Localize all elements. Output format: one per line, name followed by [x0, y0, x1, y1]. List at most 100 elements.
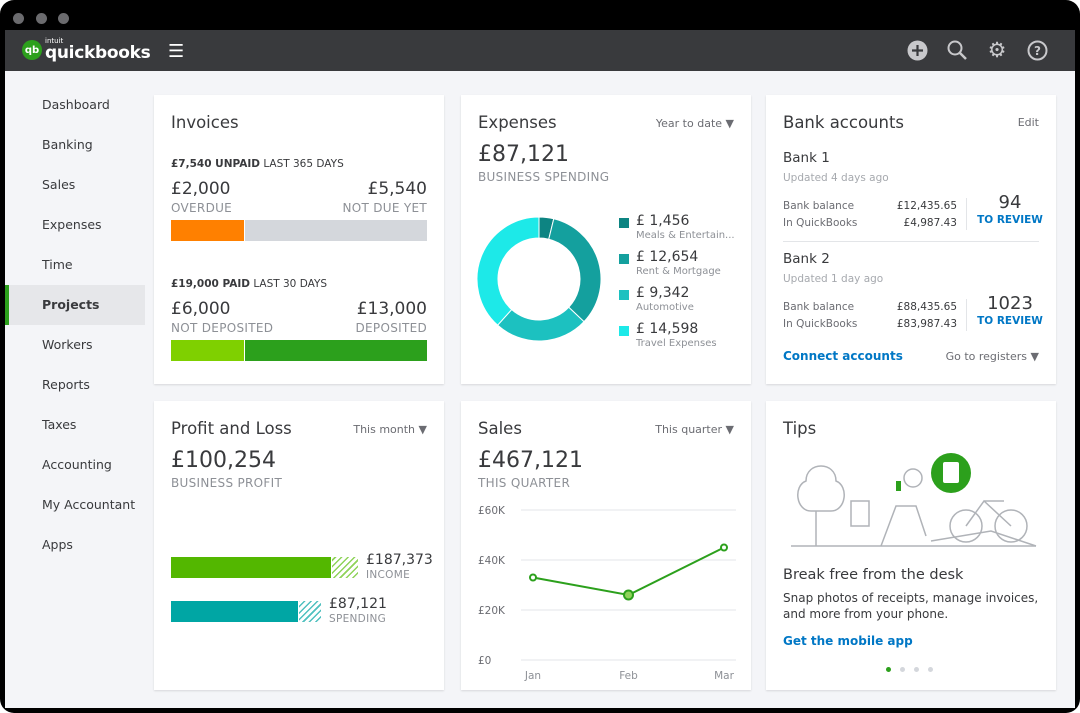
deposited-bar[interactable]	[245, 340, 427, 361]
card-title: Expenses	[478, 113, 557, 132]
donut-slice[interactable]	[496, 306, 585, 342]
sidebar-item-sales[interactable]: Sales	[42, 177, 76, 192]
plus-circle-icon[interactable]	[906, 39, 928, 61]
period-dropdown[interactable]: Year to date ▼	[656, 117, 734, 130]
tips-card[interactable]: Tips Break free from the desk Snap photo…	[766, 401, 1056, 690]
window-maximize-button[interactable]	[58, 13, 69, 24]
spending-label: SPENDING	[329, 613, 387, 625]
hamburger-menu-icon[interactable]: ☰	[168, 41, 185, 62]
period-dropdown[interactable]: This quarter ▼	[655, 423, 734, 436]
period-dropdown[interactable]: This month ▼	[353, 423, 427, 436]
sidebar-item-dashboard[interactable]: Dashboard	[42, 97, 110, 112]
sidebar-item-my-accountant[interactable]: My Accountant	[42, 497, 136, 512]
sidebar-item-accounting[interactable]: Accounting	[42, 457, 112, 472]
donut-slice[interactable]	[548, 218, 602, 323]
overdue-amount: £2,000	[171, 179, 231, 199]
caret-down-icon: ▼	[725, 423, 734, 436]
legend-label: Meals & Entertain...	[636, 230, 735, 241]
income-bar[interactable]	[171, 557, 331, 578]
quickbooks-balance-label: In QuickBooks	[783, 318, 858, 330]
not-deposited-bar[interactable]	[171, 340, 244, 361]
legend-label: Rent & Mortgage	[636, 266, 721, 277]
expenses-donut-chart	[476, 216, 602, 342]
sales-total: £467,121	[478, 448, 583, 473]
window-minimize-button[interactable]	[36, 13, 47, 24]
not-due-label: NOT DUE YET	[342, 201, 427, 215]
quickbooks-balance: £4,987.43	[903, 217, 957, 229]
bank-accounts-card[interactable]: Bank accounts Edit Bank 1 Updated 4 days…	[766, 95, 1056, 384]
pager-dot[interactable]	[914, 667, 919, 672]
bank-updated: Updated 1 day ago	[783, 273, 884, 285]
main-content: Dashboard Banking Sales Expenses Time Project…	[5, 71, 1075, 708]
legend-label: Travel Expenses	[636, 338, 717, 349]
to-review-link[interactable]: TO REVIEW	[977, 214, 1043, 226]
to-review-link[interactable]: TO REVIEW	[977, 315, 1043, 327]
data-point[interactable]	[529, 573, 537, 582]
search-icon[interactable]	[946, 39, 968, 61]
qb-logo-icon: qb	[22, 40, 42, 60]
overdue-bar[interactable]	[171, 220, 244, 241]
bank-balance-label: Bank balance	[783, 200, 855, 212]
donut-slice[interactable]	[476, 216, 540, 326]
data-point[interactable]	[623, 589, 634, 601]
deposited-label: DEPOSITED	[355, 321, 427, 335]
pager-dot[interactable]	[900, 667, 905, 672]
sidebar-item-workers[interactable]: Workers	[42, 337, 93, 352]
window-close-button[interactable]	[13, 13, 24, 24]
profit-loss-card[interactable]: Profit and Loss This month ▼ £100,254 BU…	[154, 401, 444, 690]
bank-balance: £12,435.65	[896, 200, 957, 212]
legend-value: £ 12,654	[636, 249, 699, 265]
sidebar-item-projects[interactable]: Projects	[5, 285, 145, 325]
sales-line	[532, 546, 725, 597]
review-count[interactable]: 94	[998, 192, 1022, 213]
caret-down-icon: ▼	[1030, 350, 1039, 363]
sidebar-item-reports[interactable]: Reports	[42, 377, 90, 392]
go-to-registers-dropdown[interactable]: Go to registers ▼	[946, 350, 1039, 363]
tips-pagination	[886, 667, 933, 672]
pager-dot[interactable]	[928, 667, 933, 672]
overdue-label: OVERDUE	[171, 201, 233, 215]
sidebar-item-apps[interactable]: Apps	[42, 537, 73, 552]
tip-body: Snap photos of receipts, manage invoices…	[783, 591, 1039, 621]
not-due-bar[interactable]	[245, 220, 427, 241]
connect-accounts-link[interactable]: Connect accounts	[783, 349, 903, 363]
sidebar-item-taxes[interactable]: Taxes	[42, 417, 77, 432]
sales-card[interactable]: Sales This quarter ▼ £467,121 THIS QUART…	[461, 401, 751, 690]
card-title: Sales	[478, 419, 522, 438]
x-tick-label: Mar	[714, 670, 734, 682]
sidebar-item-time[interactable]: Time	[42, 257, 73, 272]
logo-brand: intuit	[45, 37, 64, 45]
spending-bar[interactable]	[171, 601, 298, 622]
data-point[interactable]	[720, 543, 728, 552]
paid-amount: £19,000 PAID	[171, 278, 250, 290]
divider	[783, 241, 1039, 242]
y-tick-label: £0	[478, 655, 491, 667]
bank-name: Bank 2	[783, 251, 830, 267]
profit-total: £100,254	[171, 448, 276, 473]
card-title: Profit and Loss	[171, 419, 292, 438]
card-title: Bank accounts	[783, 113, 905, 132]
invoices-card[interactable]: Invoices £7,540 UNPAID LAST 365 DAYS £2,…	[154, 95, 444, 384]
quickbooks-balance: £83,987.43	[896, 318, 957, 330]
help-icon[interactable]: ?	[1026, 39, 1048, 61]
card-title: Invoices	[171, 113, 239, 132]
sales-total-label: THIS QUARTER	[478, 476, 571, 490]
not-due-amount: £5,540	[367, 179, 427, 199]
pager-dot[interactable]	[886, 667, 891, 672]
sidebar-item-banking[interactable]: Banking	[42, 137, 93, 152]
registers-label: Go to registers	[945, 350, 1028, 363]
review-count[interactable]: 1023	[987, 293, 1033, 314]
quickbooks-logo[interactable]: qb intuit quickbooks	[22, 37, 151, 63]
bank-balance: £88,435.65	[896, 301, 957, 313]
get-mobile-app-link[interactable]: Get the mobile app	[783, 634, 913, 648]
bank-updated: Updated 4 days ago	[783, 172, 889, 184]
card-title: Tips	[783, 419, 817, 438]
edit-button[interactable]: Edit	[1017, 116, 1039, 129]
sidebar-item-expenses[interactable]: Expenses	[42, 217, 102, 232]
logo-name: quickbooks	[45, 43, 151, 63]
paid-period: LAST 30 DAYS	[253, 278, 328, 290]
expenses-card[interactable]: Expenses Year to date ▼ £87,121 BUSINESS…	[461, 95, 751, 384]
gear-icon[interactable]: ⚙	[987, 38, 1007, 62]
divider	[966, 198, 967, 230]
divider	[966, 299, 967, 331]
